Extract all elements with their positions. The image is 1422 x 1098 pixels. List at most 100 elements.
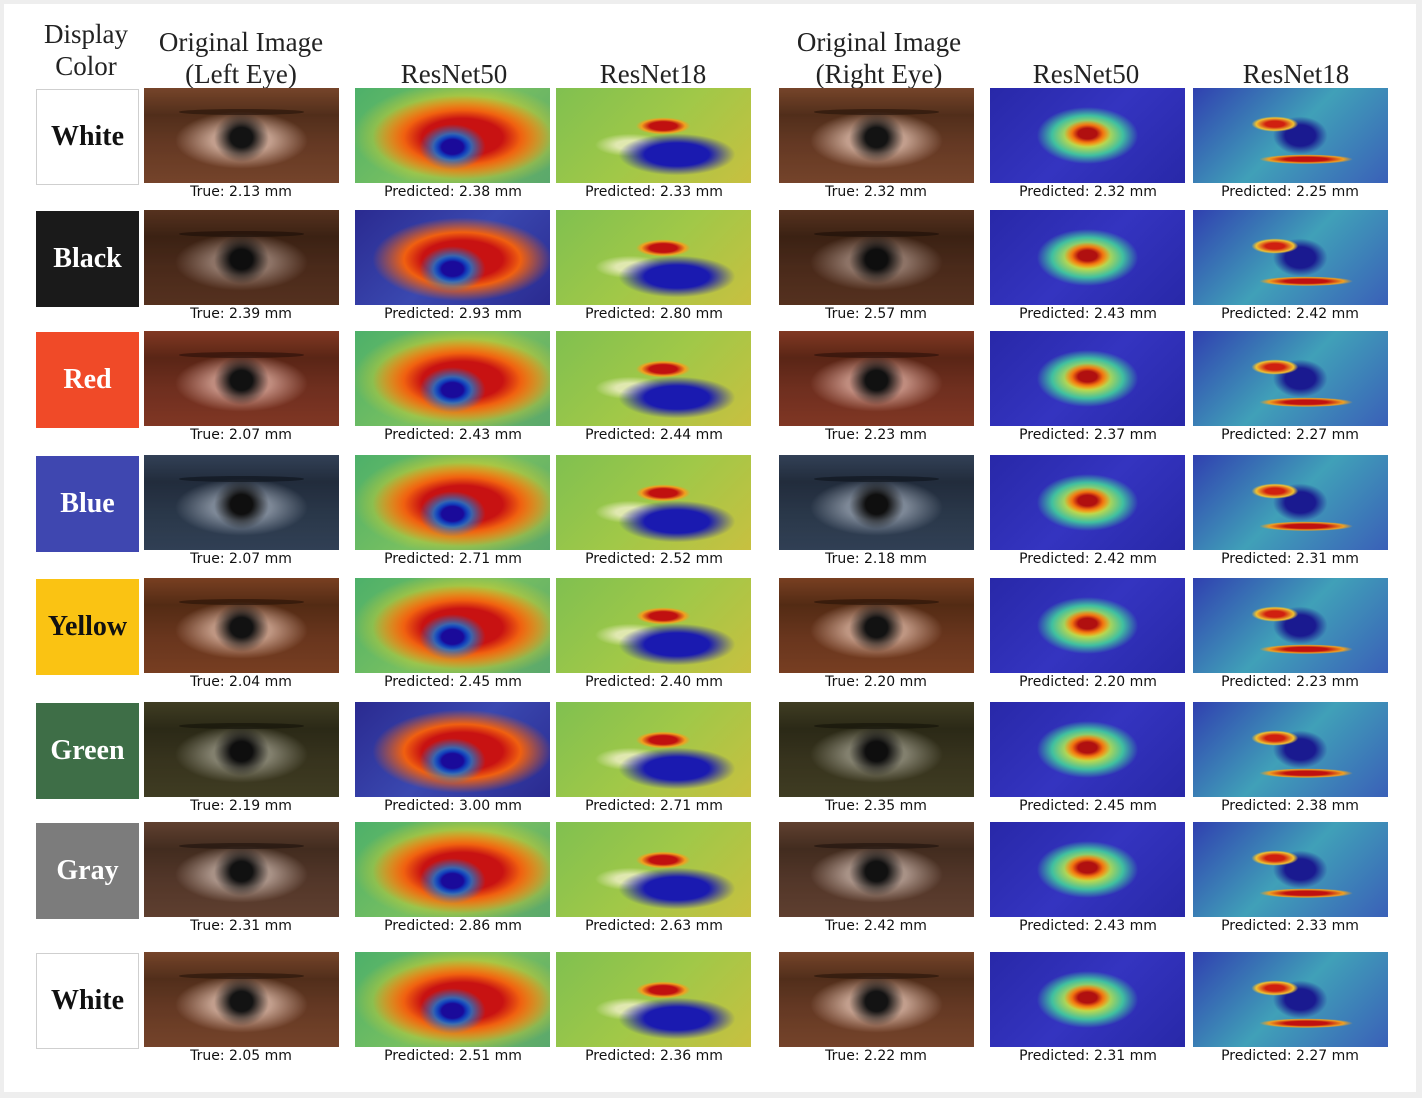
resnet50-right-image (990, 331, 1185, 426)
resnet50-right-caption: Predicted: 2.20 mm (1019, 674, 1157, 690)
header-line: Color (55, 51, 117, 81)
resnet50-left-image (355, 952, 550, 1047)
original-left-image (144, 210, 339, 305)
resnet18-left-image (556, 455, 751, 550)
original-right-image (779, 455, 974, 550)
resnet50-right-image (990, 822, 1185, 917)
resnet50-left-image (355, 210, 550, 305)
original-right-caption: True: 2.42 mm (825, 918, 927, 934)
header-line: Original Image (796, 27, 962, 57)
resnet18-right-caption: Predicted: 2.23 mm (1221, 674, 1359, 690)
resnet18-right-image (1193, 578, 1388, 673)
resnet50-left-caption: Predicted: 3.00 mm (384, 798, 522, 814)
original-left-caption: True: 2.05 mm (190, 1048, 292, 1064)
resnet18-right-image (1193, 455, 1388, 550)
original-left-caption: True: 2.04 mm (190, 674, 292, 690)
color-swatch-gray: Gray (36, 823, 139, 919)
original-right-caption: True: 2.32 mm (825, 184, 927, 200)
color-swatch-red: Red (36, 332, 139, 428)
header-line: ResNet50 (400, 59, 508, 89)
resnet18-right-caption: Predicted: 2.33 mm (1221, 918, 1359, 934)
original-right-caption: True: 2.23 mm (825, 427, 927, 443)
resnet18-left-image (556, 210, 751, 305)
header-resnet50-left: ResNet50 (354, 58, 554, 90)
color-swatch-black: Black (36, 211, 139, 307)
resnet50-right-caption: Predicted: 2.43 mm (1019, 306, 1157, 322)
resnet18-left-caption: Predicted: 2.63 mm (585, 918, 723, 934)
resnet50-right-image (990, 952, 1185, 1047)
original-left-image (144, 331, 339, 426)
resnet18-right-image (1193, 822, 1388, 917)
color-swatch-blue: Blue (36, 456, 139, 552)
resnet18-right-caption: Predicted: 2.27 mm (1221, 427, 1359, 443)
resnet18-right-caption: Predicted: 2.25 mm (1221, 184, 1359, 200)
resnet50-right-image (990, 88, 1185, 183)
resnet18-left-caption: Predicted: 2.36 mm (585, 1048, 723, 1064)
header-original-right: Original Image (Right Eye) (774, 26, 984, 90)
resnet18-left-image (556, 578, 751, 673)
resnet50-right-caption: Predicted: 2.32 mm (1019, 184, 1157, 200)
color-swatch-green: Green (36, 703, 139, 799)
header-line: Display (44, 19, 128, 49)
resnet18-left-image (556, 822, 751, 917)
original-right-image (779, 702, 974, 797)
original-right-image (779, 822, 974, 917)
resnet50-right-image (990, 455, 1185, 550)
original-left-image (144, 952, 339, 1047)
original-right-caption: True: 2.18 mm (825, 551, 927, 567)
original-right-image (779, 210, 974, 305)
resnet50-left-image (355, 702, 550, 797)
resnet18-right-image (1193, 88, 1388, 183)
resnet50-right-image (990, 578, 1185, 673)
resnet18-right-caption: Predicted: 2.27 mm (1221, 1048, 1359, 1064)
original-left-caption: True: 2.07 mm (190, 427, 292, 443)
original-right-caption: True: 2.57 mm (825, 306, 927, 322)
resnet18-right-caption: Predicted: 2.42 mm (1221, 306, 1359, 322)
figure: Display Color Original Image (Left Eye) … (4, 4, 1416, 1092)
original-right-caption: True: 2.35 mm (825, 798, 927, 814)
original-left-image (144, 88, 339, 183)
resnet50-left-caption: Predicted: 2.71 mm (384, 551, 522, 567)
resnet50-left-caption: Predicted: 2.45 mm (384, 674, 522, 690)
resnet50-right-caption: Predicted: 2.37 mm (1019, 427, 1157, 443)
resnet50-left-caption: Predicted: 2.43 mm (384, 427, 522, 443)
original-left-caption: True: 2.39 mm (190, 306, 292, 322)
original-left-image (144, 455, 339, 550)
resnet18-right-image (1193, 331, 1388, 426)
original-left-caption: True: 2.13 mm (190, 184, 292, 200)
resnet18-left-caption: Predicted: 2.44 mm (585, 427, 723, 443)
resnet18-right-caption: Predicted: 2.31 mm (1221, 551, 1359, 567)
header-line: ResNet18 (1242, 59, 1350, 89)
color-swatch-yellow: Yellow (36, 579, 139, 675)
original-left-caption: True: 2.07 mm (190, 551, 292, 567)
original-left-image (144, 702, 339, 797)
resnet18-left-image (556, 331, 751, 426)
resnet50-left-image (355, 822, 550, 917)
resnet18-left-image (556, 952, 751, 1047)
resnet50-right-caption: Predicted: 2.45 mm (1019, 798, 1157, 814)
resnet50-right-image (990, 210, 1185, 305)
resnet18-left-caption: Predicted: 2.80 mm (585, 306, 723, 322)
resnet50-left-image (355, 455, 550, 550)
header-line: Original Image (158, 27, 324, 57)
header-original-left: Original Image (Left Eye) (141, 26, 341, 90)
resnet18-left-caption: Predicted: 2.71 mm (585, 798, 723, 814)
original-right-caption: True: 2.22 mm (825, 1048, 927, 1064)
resnet50-left-caption: Predicted: 2.93 mm (384, 306, 522, 322)
resnet18-right-caption: Predicted: 2.38 mm (1221, 798, 1359, 814)
header-resnet50-right: ResNet50 (986, 58, 1186, 90)
original-right-image (779, 88, 974, 183)
original-left-image (144, 578, 339, 673)
resnet18-left-caption: Predicted: 2.52 mm (585, 551, 723, 567)
resnet50-right-caption: Predicted: 2.31 mm (1019, 1048, 1157, 1064)
original-right-image (779, 578, 974, 673)
resnet18-left-image (556, 702, 751, 797)
resnet50-left-image (355, 578, 550, 673)
original-left-caption: True: 2.31 mm (190, 918, 292, 934)
original-right-image (779, 331, 974, 426)
header-line: (Left Eye) (185, 59, 297, 89)
resnet50-right-caption: Predicted: 2.43 mm (1019, 918, 1157, 934)
header-resnet18-right: ResNet18 (1196, 58, 1396, 90)
header-display-color: Display Color (26, 18, 146, 82)
resnet18-left-image (556, 88, 751, 183)
